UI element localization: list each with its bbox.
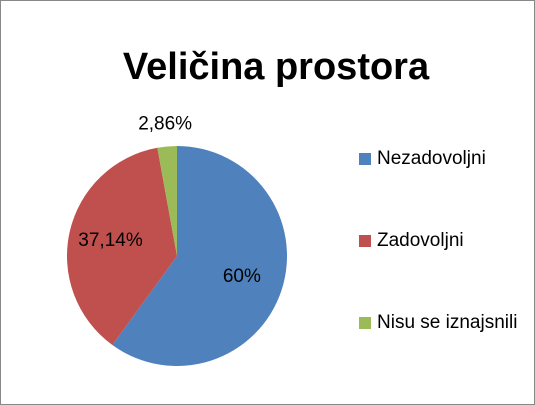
pie-slice xyxy=(112,146,287,366)
legend-swatch xyxy=(359,317,371,329)
data-label: 60% xyxy=(223,266,261,287)
legend-swatch xyxy=(359,235,371,247)
legend-item: Nisu se iznajsnili xyxy=(359,310,529,336)
pie-slice xyxy=(66,147,177,345)
legend-label: Zadovoljni xyxy=(377,230,464,251)
legend-label: Nisu se iznajsnili xyxy=(377,312,518,333)
legend-swatch xyxy=(359,153,371,165)
data-label: 2,86% xyxy=(138,114,192,135)
data-label: 37,14% xyxy=(78,230,143,251)
pie-slice xyxy=(157,146,177,256)
legend-item: Zadovoljni xyxy=(359,228,529,254)
legend-item: Nezadovoljni xyxy=(359,146,529,172)
chart-title: Veličina prostora xyxy=(123,46,430,88)
legend-label: Nezadovoljni xyxy=(377,148,486,169)
